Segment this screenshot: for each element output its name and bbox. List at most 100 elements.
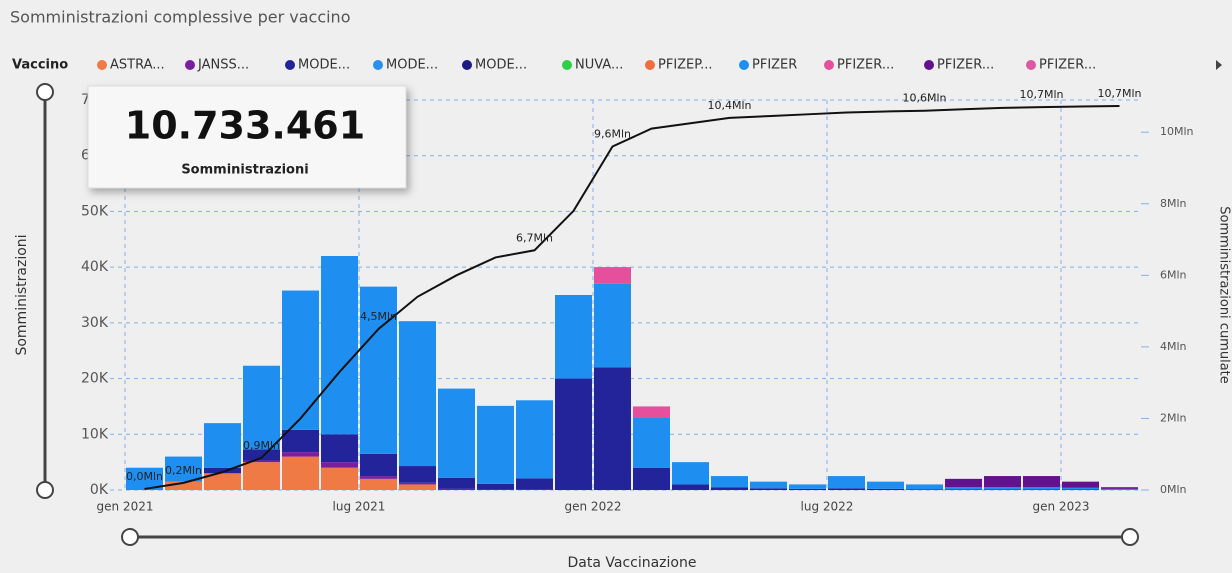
bar-segment [672, 484, 709, 490]
bar-segment [750, 488, 787, 490]
y-axis-title: Somministrazioni [14, 234, 30, 355]
bar-segment [711, 487, 748, 490]
y2-axis-title: Somministrazioni cumulate [1217, 206, 1232, 384]
chart-title: Somministrazioni complessive per vaccino [10, 8, 350, 27]
legend-marker [97, 60, 107, 70]
y-tick-label: 40K [81, 259, 109, 275]
x-tick-label: gen 2022 [565, 500, 622, 514]
kpi-value: 10.733.461 [125, 104, 365, 148]
legend-label: PFIZER [752, 58, 797, 73]
bar-segment [828, 476, 865, 489]
bar-segment [477, 405, 514, 484]
kpi-card [87, 85, 407, 189]
bar-segment [204, 473, 241, 490]
legend-marker [924, 60, 934, 70]
legend-label: NUVA... [575, 58, 623, 73]
legend-label: PFIZER... [1039, 58, 1096, 73]
bar-segment [360, 476, 397, 479]
bar-segment [945, 478, 982, 488]
kpi-label: Somministrazioni [181, 163, 308, 178]
legend-marker [645, 60, 655, 70]
bar-segment [360, 453, 397, 477]
data-label: 4,5Mln [360, 310, 397, 323]
data-label: 0,0Mln [126, 470, 163, 483]
y-tick-label: 0K [90, 482, 109, 498]
bar-segment [594, 267, 631, 284]
bar-segment [243, 365, 280, 450]
bar-segment [633, 417, 670, 468]
y2-tick-label: 0Mln [1160, 483, 1187, 496]
bar-segment [282, 452, 319, 457]
legend-next[interactable] [1216, 60, 1222, 70]
x-tick-label: lug 2021 [333, 500, 386, 514]
bar-segment [438, 488, 475, 490]
bar-segment [1101, 487, 1138, 489]
legend-label: MODE... [298, 58, 350, 73]
x-slider-handle[interactable] [1121, 528, 1139, 546]
y-tick-label: 10K [81, 426, 109, 442]
plot-area: 0K10K20K30K40K50K60K70K0Mln2Mln4Mln6Mln8… [81, 87, 1194, 514]
bar-segment [1023, 489, 1060, 490]
bar-segment [321, 462, 358, 468]
data-label: 6,7Mln [516, 231, 553, 244]
bar-segment [126, 467, 163, 490]
x-tick-label: gen 2021 [97, 500, 154, 514]
legend-marker [562, 60, 572, 70]
bar-segment [204, 423, 241, 468]
bar-segment [1062, 487, 1099, 490]
x-slider-handle[interactable] [121, 528, 139, 546]
legend-marker [373, 60, 383, 70]
bar-segment [867, 488, 904, 490]
bar-segment [789, 488, 826, 490]
y2-tick-label: 4Mln [1160, 340, 1187, 353]
bar-segment [243, 462, 280, 490]
bar-segment [867, 481, 904, 489]
bar-segment [555, 295, 592, 379]
bar-segment [438, 477, 475, 489]
bar-segment [321, 434, 358, 463]
data-label: 10,7Mln [1019, 88, 1063, 101]
y2-tick-label: 10Mln [1160, 125, 1194, 138]
bar-segment [594, 367, 631, 490]
bar-segment [984, 489, 1021, 490]
bar-segment [282, 456, 319, 490]
bar-segment [399, 484, 436, 490]
bar-segment [399, 482, 436, 485]
legend-marker [285, 60, 295, 70]
bar-segment [984, 487, 1021, 490]
bar-segment [399, 321, 436, 467]
bar-segment [516, 489, 553, 490]
y2-tick-label: 2Mln [1160, 411, 1187, 424]
bar-segment [906, 484, 943, 490]
legend-marker [185, 60, 195, 70]
legend-label: PFIZER... [837, 58, 894, 73]
bar-segment [399, 466, 436, 483]
bar-segment [672, 462, 709, 485]
legend-label: MODE... [475, 58, 527, 73]
bar-segment [1023, 476, 1060, 488]
legend-label: ASTRA... [110, 58, 165, 73]
y2-tick-label: 6Mln [1160, 268, 1187, 281]
bar-segment [165, 456, 202, 482]
data-label: 0,2Mln [165, 464, 202, 477]
legend-title: Vaccino [12, 58, 68, 73]
y-slider-handle[interactable] [36, 481, 54, 499]
x-axis-title: Data Vaccinazione [568, 555, 697, 571]
legend-marker [739, 60, 749, 70]
bar-segment [945, 487, 982, 490]
cumulative-line [144, 104, 1120, 490]
bar-segment [282, 429, 319, 453]
legend-label: PFIZEP... [658, 58, 712, 73]
bar-segment [477, 489, 514, 490]
bar-segment [1062, 489, 1099, 490]
data-label: 9,6Mln [594, 128, 631, 141]
legend-label: MODE... [386, 58, 438, 73]
bar-segment [1062, 481, 1099, 488]
bar-segment [516, 478, 553, 490]
legend-marker [824, 60, 834, 70]
y-tick-label: 30K [81, 315, 109, 331]
bar-segment [243, 460, 280, 463]
y-slider-handle[interactable] [36, 83, 54, 101]
